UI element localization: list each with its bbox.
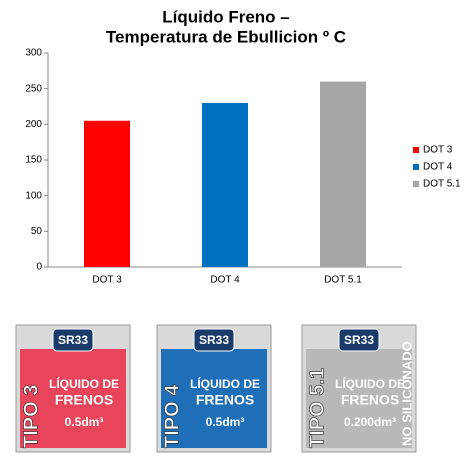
product-volume: 0.5dm³: [206, 415, 245, 429]
product-name: LÍQUIDO DE: [335, 376, 405, 391]
x-tick-label: DOT 3: [92, 275, 122, 286]
chart-title: Líquido Freno –: [162, 7, 290, 26]
brand: SR33: [344, 333, 374, 347]
y-tick-label: 250: [25, 83, 42, 94]
y-tick-label: 300: [25, 48, 42, 59]
product-label: [20, 349, 126, 448]
brand-badge: [193, 328, 235, 352]
bar: [84, 120, 130, 268]
product-volume: 0.5dm³: [65, 415, 104, 429]
product-name: FRENOS: [196, 392, 254, 408]
legend-label: DOT 3: [423, 145, 453, 156]
y-tick-label: 50: [31, 226, 43, 237]
product-type: TIPO 4: [161, 384, 183, 448]
legend-label: DOT 4: [423, 162, 453, 173]
brand: SR33: [199, 333, 229, 347]
product-label: [161, 349, 267, 448]
product-name: LÍQUIDO DE: [49, 376, 119, 391]
bar: [320, 81, 366, 268]
product-volume: 0.200dm³: [344, 415, 396, 429]
product-name: FRENOS: [341, 392, 399, 408]
product-name: FRENOS: [55, 392, 113, 408]
legend-label: DOT 5.1: [423, 179, 461, 190]
y-tick-label: 150: [25, 155, 42, 166]
product-type: TIPO 5.1: [306, 368, 328, 448]
x-tick-label: DOT 4: [210, 275, 240, 286]
bar: [202, 102, 248, 267]
product-label: [306, 349, 412, 448]
y-tick-label: 100: [25, 190, 42, 201]
x-tick-label: DOT 5.1: [324, 275, 362, 286]
product-note: NO SILICONADO: [399, 341, 414, 446]
y-tick-label: 200: [25, 119, 42, 130]
legend-swatch: [413, 181, 419, 187]
legend-swatch: [413, 147, 419, 153]
brand: SR33: [58, 333, 88, 347]
product-type: TIPO 3: [20, 385, 42, 448]
brand-badge: [52, 328, 94, 352]
legend-swatch: [413, 164, 419, 170]
brand-badge: [338, 328, 380, 352]
y-tick-label: 0: [36, 262, 42, 273]
product-name: LÍQUIDO DE: [190, 376, 260, 391]
chart-title: Temperatura de Ebullicion º C: [106, 27, 346, 46]
